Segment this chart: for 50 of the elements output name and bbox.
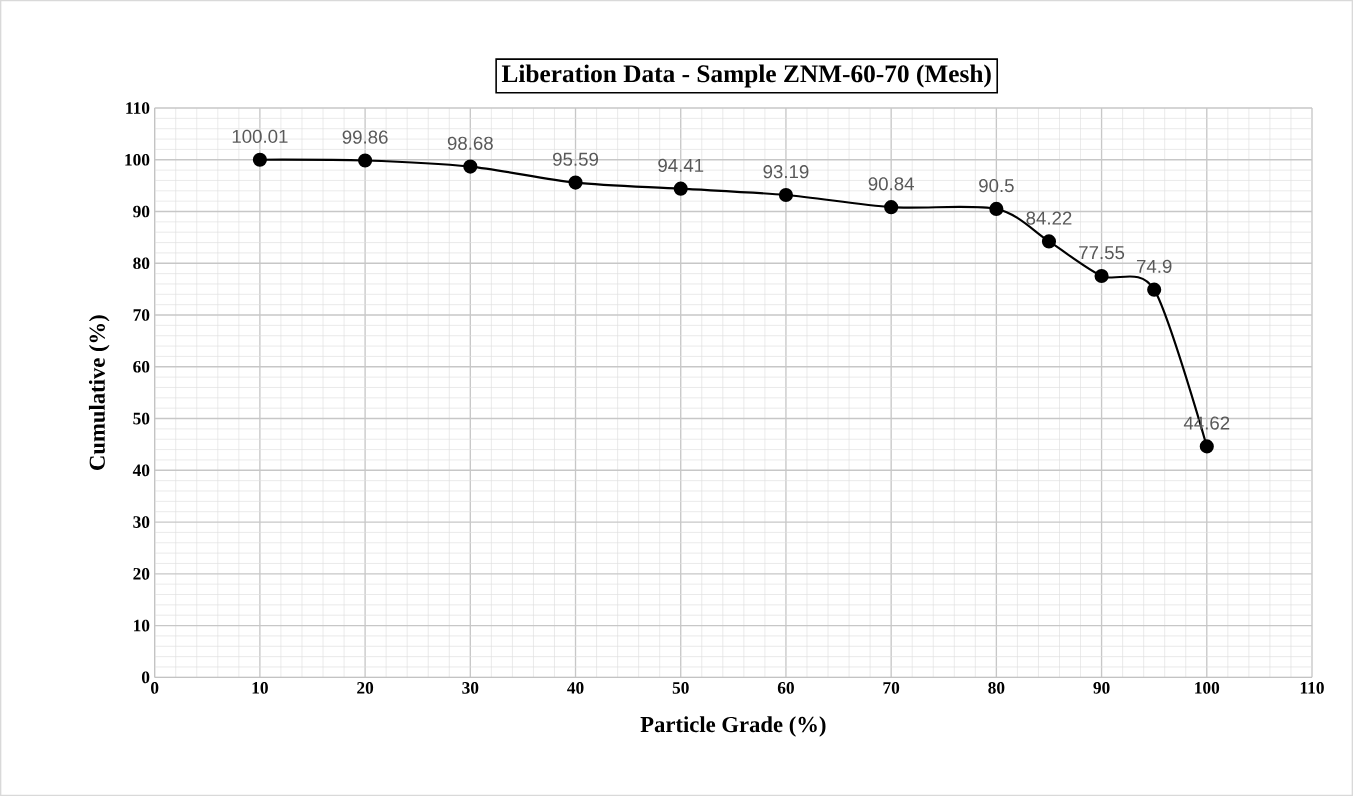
x-tick-label: 110 bbox=[1300, 682, 1324, 694]
y-tick-label: 100 bbox=[125, 153, 150, 166]
point bbox=[1041, 234, 1057, 249]
point bbox=[673, 181, 688, 196]
x-tick-label: 0 bbox=[151, 682, 159, 694]
point bbox=[463, 159, 478, 174]
y-tick-label: 90 bbox=[133, 205, 150, 218]
data-label: 94.41 bbox=[658, 158, 704, 172]
x-tick-label: 30 bbox=[462, 682, 479, 694]
data-label: 84.22 bbox=[1026, 211, 1072, 225]
data-label: 98.68 bbox=[447, 136, 493, 150]
data-label: 90.5 bbox=[979, 178, 1014, 193]
y-tick-label: 50 bbox=[133, 412, 150, 425]
x-tick-label: 40 bbox=[567, 682, 584, 694]
y-tick-label: 60 bbox=[133, 360, 150, 373]
y-tick-label: 30 bbox=[133, 516, 150, 528]
point bbox=[1199, 439, 1214, 454]
data-label: 90.84 bbox=[868, 177, 914, 191]
x-tick-label: 90 bbox=[1093, 682, 1110, 694]
x-tick-label: 80 bbox=[988, 682, 1005, 694]
chart-title: Liberation Data - Sample ZNM-60-70 (Mesh) bbox=[501, 64, 991, 88]
x-tick-label: 60 bbox=[777, 682, 794, 694]
x-tick-label: 70 bbox=[883, 682, 900, 694]
y-axis-title: Cumulative (%) bbox=[88, 315, 110, 470]
point bbox=[884, 200, 899, 215]
data-label: 74.9 bbox=[1136, 259, 1172, 273]
point bbox=[358, 153, 373, 168]
x-tick-label: 10 bbox=[252, 682, 268, 694]
x-tick-label: 100 bbox=[1195, 682, 1220, 694]
y-tick-label: 110 bbox=[126, 102, 150, 114]
y-tick-label: 80 bbox=[133, 257, 150, 270]
y-tick-label: 10 bbox=[134, 619, 150, 632]
data-label: 93.19 bbox=[763, 165, 809, 179]
point bbox=[568, 175, 583, 190]
point bbox=[252, 152, 267, 167]
y-tick-label: 40 bbox=[132, 464, 150, 477]
point bbox=[778, 187, 794, 203]
data-label: 100.01 bbox=[232, 129, 288, 143]
data-label: 77.55 bbox=[1079, 246, 1125, 260]
y-tick-label: 70 bbox=[133, 309, 150, 321]
x-axis-title: Particle Grade (%) bbox=[640, 716, 826, 737]
y-tick-label: 20 bbox=[133, 567, 150, 580]
x-tick-label: 20 bbox=[357, 682, 374, 694]
data-label: 95.59 bbox=[553, 152, 598, 166]
point bbox=[1147, 282, 1162, 297]
x-tick-label: 50 bbox=[672, 682, 689, 694]
y-tick-label: 0 bbox=[141, 671, 150, 684]
point bbox=[1094, 268, 1109, 284]
data-label: 99.86 bbox=[342, 130, 388, 144]
point bbox=[989, 201, 1004, 216]
